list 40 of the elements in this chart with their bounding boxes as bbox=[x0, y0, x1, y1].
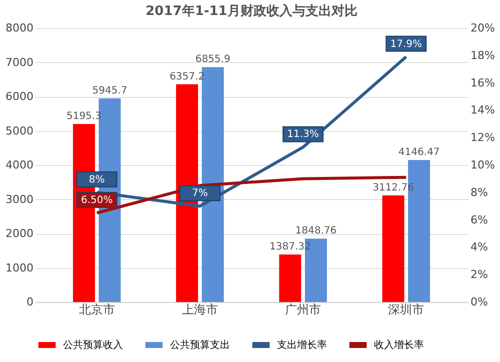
data-label: 17.9% bbox=[390, 38, 422, 50]
y2-tick-label: 10% bbox=[470, 158, 495, 172]
legend-label: 收入增长率 bbox=[374, 339, 424, 351]
y-tick-label: 1000 bbox=[6, 261, 34, 274]
y-tick-label: 3000 bbox=[6, 192, 34, 206]
data-label: 8% bbox=[88, 174, 105, 186]
y-tick-label: 0 bbox=[26, 296, 34, 308]
y2-tick-label: 14% bbox=[470, 104, 495, 117]
y-tick-label: 5000 bbox=[6, 124, 34, 138]
data-label: 1848.76 bbox=[295, 226, 337, 237]
legend-label: 公共预算支出 bbox=[170, 339, 230, 351]
data-label: 6.50% bbox=[80, 194, 113, 206]
y-tick-label: 8000 bbox=[6, 22, 34, 34]
data-label: 7% bbox=[192, 188, 208, 200]
data-label: 4146.47 bbox=[398, 146, 440, 158]
data-label: 11.3% bbox=[287, 129, 319, 140]
y-tick-label: 6000 bbox=[6, 90, 34, 103]
y-tick-label: 4000 bbox=[6, 158, 34, 172]
y2-tick-label: 2% bbox=[470, 268, 488, 282]
legend-label: 公共预算收入 bbox=[63, 339, 123, 351]
y2-tick-label: 4% bbox=[470, 240, 488, 254]
legend-label: 支出增长率 bbox=[277, 339, 327, 351]
bar bbox=[279, 254, 302, 302]
y2-tick-label: 6% bbox=[470, 213, 488, 226]
x-tick-label: 深圳市 bbox=[388, 302, 424, 316]
y2-tick-label: 12% bbox=[470, 131, 495, 144]
x-tick-label: 北京市 bbox=[78, 302, 115, 316]
y2-tick-label: 16% bbox=[470, 76, 495, 90]
chart-title: 2017年1-11月财政收入与支出对比 bbox=[146, 3, 358, 19]
bar bbox=[382, 195, 404, 302]
y2-tick-label: 8% bbox=[470, 186, 488, 199]
y-tick-label: 7000 bbox=[6, 56, 34, 69]
y-tick-label: 2000 bbox=[6, 227, 34, 240]
data-label: 5945.7 bbox=[92, 85, 128, 96]
data-label: 6855.9 bbox=[195, 54, 230, 66]
y2-tick-label: 0% bbox=[470, 296, 488, 308]
x-tick-label: 上海市 bbox=[182, 302, 218, 316]
y2-tick-label: 20% bbox=[470, 22, 495, 34]
y2-tick-label: 18% bbox=[470, 48, 495, 62]
x-tick-label: 广州市 bbox=[285, 302, 322, 316]
